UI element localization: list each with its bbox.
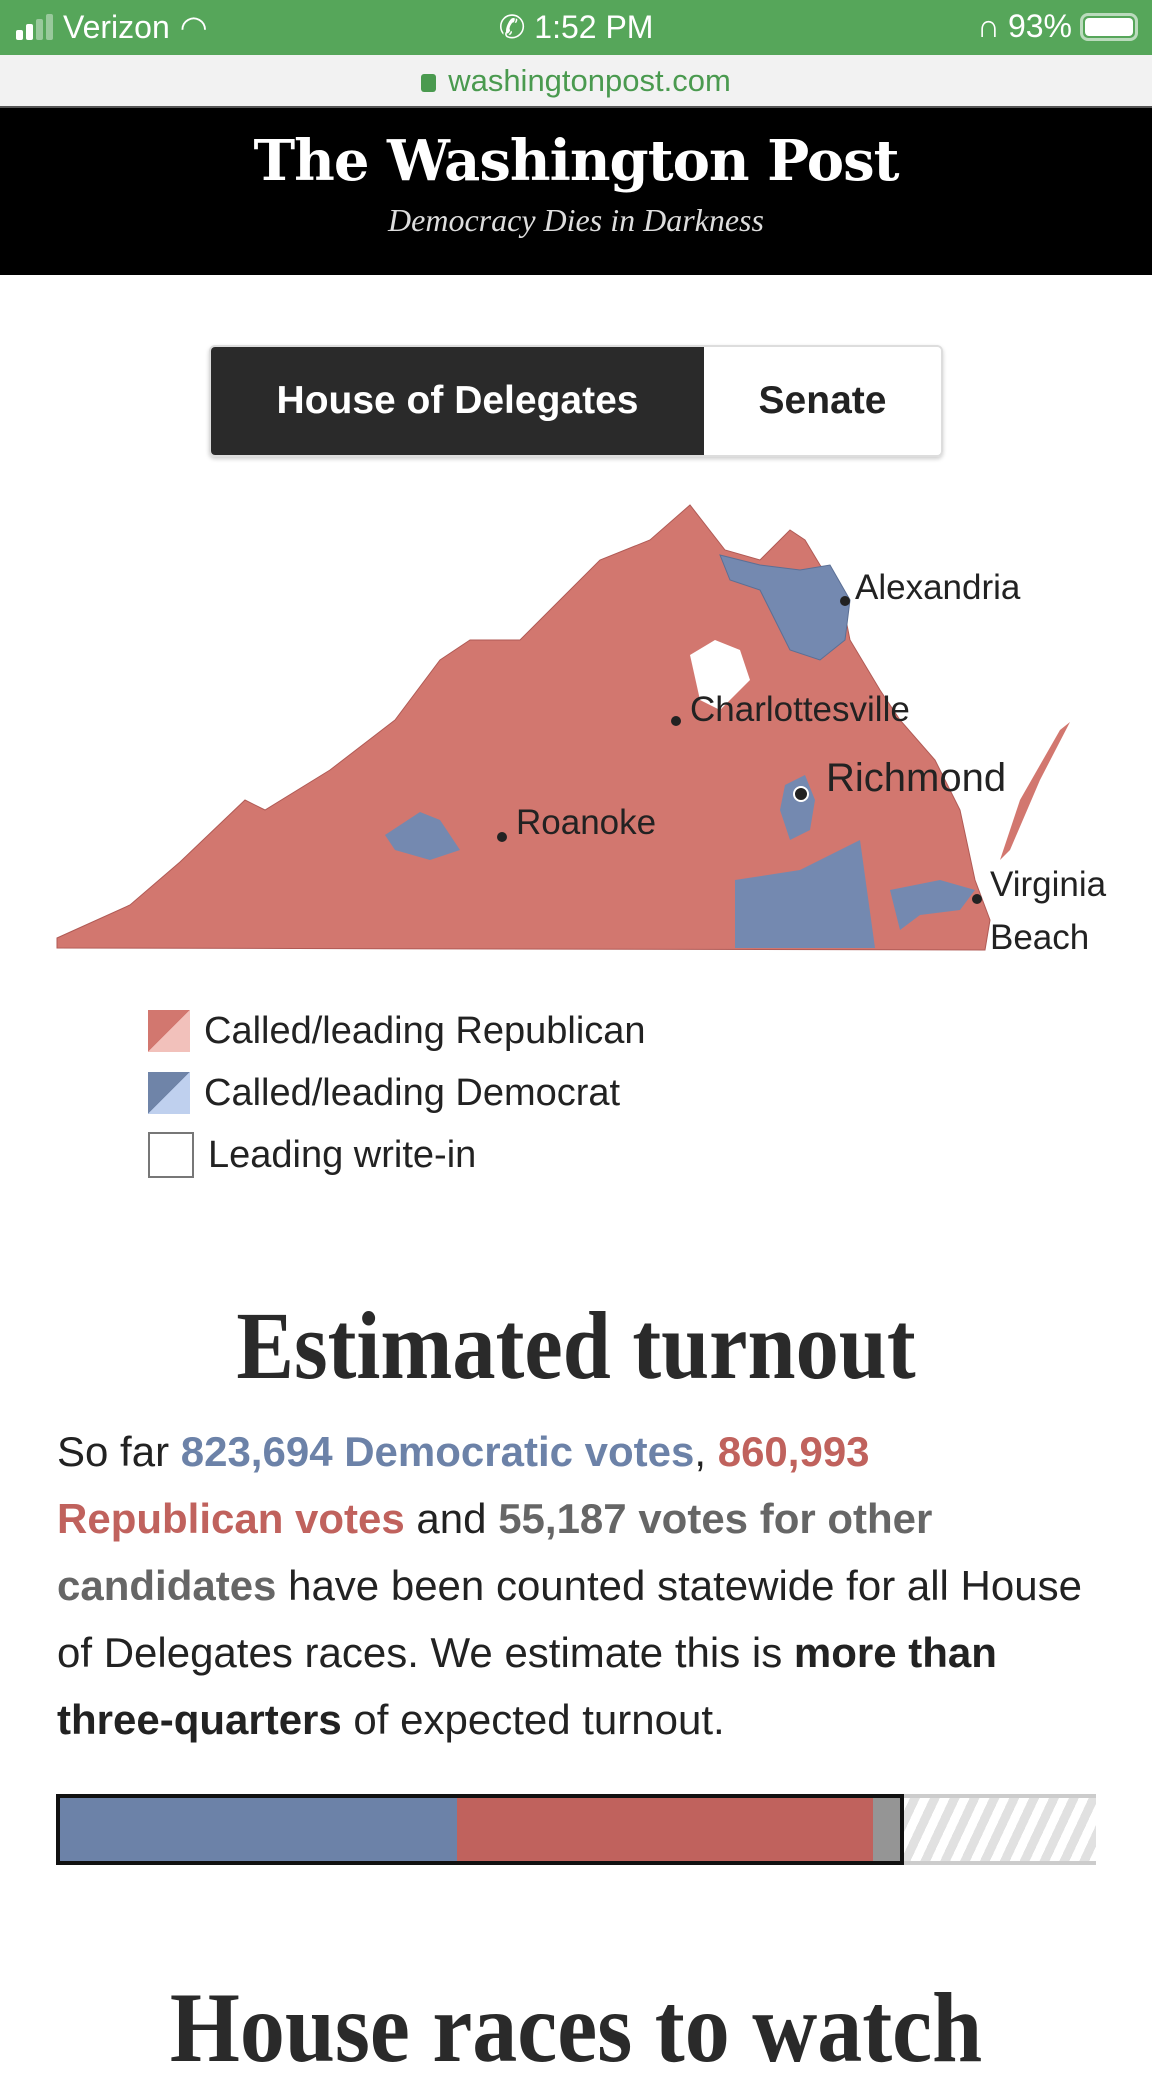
legend-label: Leading write-in: [208, 1133, 477, 1176]
rep-votes: 860,993 Republican votes: [57, 1428, 870, 1542]
map-blank-region: [690, 640, 750, 710]
map-legend: Called/leading Republican Called/leading…: [148, 1000, 646, 1186]
wifi-icon: ◠: [179, 9, 208, 45]
map-democrat-southwest: [385, 812, 460, 860]
city-label-beach: Beach: [990, 918, 1090, 957]
turnout-bar: [56, 1794, 1096, 1865]
virginia-map[interactable]: [40, 495, 1120, 965]
phone-icon: ✆: [498, 9, 535, 45]
city-label-charlottesville: Charlottesville: [690, 690, 910, 729]
battery-percent: 93%: [1007, 8, 1072, 44]
status-bar: Verizon ◠ ✆ 1:52 PM ∩ 93%: [0, 0, 1152, 55]
legend-label: Called/leading Democrat: [204, 1071, 621, 1114]
chamber-toggle: House of Delegates Senate: [209, 345, 943, 457]
battery-icon: [1080, 12, 1138, 41]
republican-swatch: [148, 1010, 190, 1052]
map-democrat-hampton-roads: [890, 880, 975, 930]
city-label-richmond: Richmond: [826, 756, 1007, 800]
turnout-text: So far 823,694 Democratic votes, 860,993…: [57, 1428, 1082, 1743]
city-label-roanoke: Roanoke: [516, 803, 657, 842]
map-democrat-southside: [735, 840, 875, 948]
counted-votes-bar: [56, 1794, 904, 1865]
turnout-heading: Estimated turnout: [236, 1292, 916, 1399]
write-in-swatch: [148, 1132, 194, 1178]
site-header: The Washington Post Democracy Dies in Da…: [0, 108, 1152, 275]
legend-label: Called/leading Republican: [204, 1009, 646, 1052]
dem-votes: 823,694 Democratic votes: [180, 1428, 695, 1475]
signal-icon: [16, 14, 53, 40]
tab-senate[interactable]: Senate: [704, 347, 941, 455]
map-democrat-nova: [719, 554, 851, 661]
turnout-estimate: more than three-quarters: [57, 1629, 997, 1743]
address-bar[interactable]: washingtonpost.com: [0, 55, 1152, 108]
logo[interactable]: The Washington Post: [253, 128, 900, 194]
carrier: Verizon: [63, 8, 170, 45]
rep-segment: [457, 1798, 873, 1861]
headphones-icon: ∩: [976, 8, 1000, 44]
map-republican-eastern-shore: [1000, 722, 1070, 860]
city-label-alexandria: Alexandria: [855, 568, 1021, 607]
tagline: Democracy Dies in Darkness: [388, 202, 764, 238]
other-segment: [872, 1798, 900, 1861]
dem-segment: [60, 1798, 458, 1861]
democrat-swatch: [148, 1072, 190, 1114]
tab-house-of-delegates[interactable]: House of Delegates: [211, 347, 704, 455]
house-races-heading: House races to watch: [169, 1972, 983, 2083]
other-votes: 55,187 votes for other candidates: [57, 1495, 933, 1609]
url-text: washingtonpost.com: [448, 63, 731, 98]
city-label-virginia: Virginia: [990, 865, 1107, 904]
lock-icon: [421, 74, 437, 92]
map-republican-region: [56, 504, 991, 951]
time: 1:52 PM: [534, 9, 654, 45]
